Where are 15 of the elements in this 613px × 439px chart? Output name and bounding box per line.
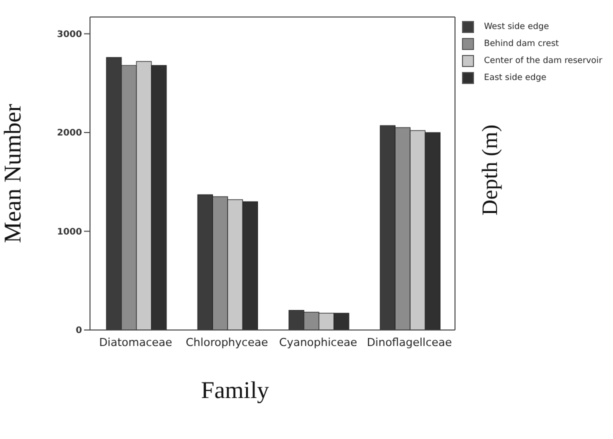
y-tick-label: 0 — [76, 326, 82, 336]
x-tick-label: Diatomaceae — [99, 336, 172, 349]
y-axis-title: Mean Number — [0, 104, 27, 244]
y-tick-label: 3000 — [56, 30, 82, 40]
legend-label: West side edge — [484, 22, 549, 32]
x-tick-label: Dinoflagellceae — [366, 336, 452, 349]
x-tick-label: Cyanophiceae — [279, 336, 358, 349]
y-tick-label: 2000 — [56, 128, 82, 139]
y-tick-label: 1000 — [56, 227, 82, 238]
legend-label: East side edge — [484, 72, 546, 82]
x-axis-title: Family — [200, 378, 270, 405]
legend-label: Behind dam crest — [484, 38, 559, 48]
legend-label: Center of the dam reservoir — [484, 56, 602, 66]
legend-title: Depth (m) — [477, 124, 503, 216]
x-tick-label: Chlorophyceae — [186, 336, 268, 349]
